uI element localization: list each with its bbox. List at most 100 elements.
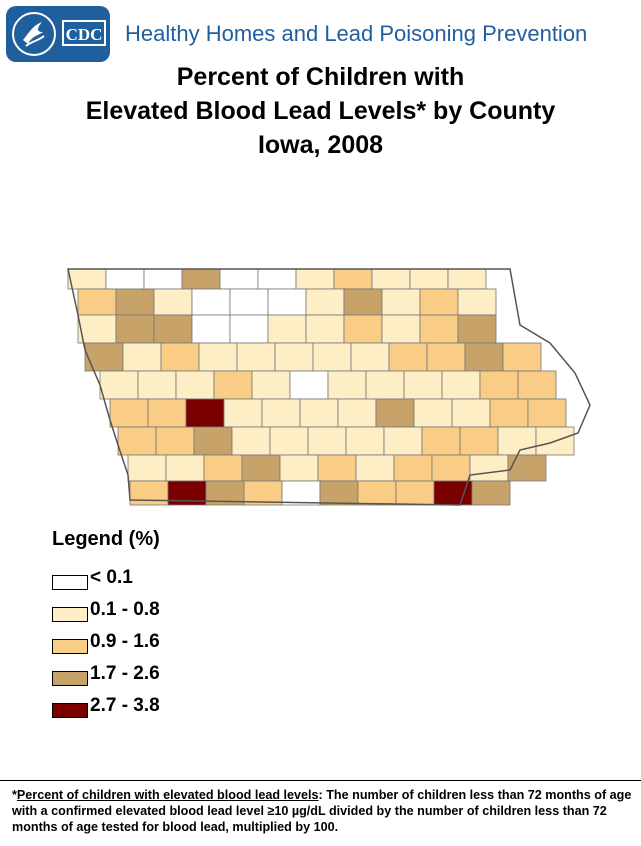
county xyxy=(105,268,145,290)
legend-swatch xyxy=(52,574,88,590)
county xyxy=(305,314,345,344)
county xyxy=(395,480,435,506)
county xyxy=(502,342,542,372)
title-line-1: Percent of Children with xyxy=(176,63,465,91)
county xyxy=(129,480,169,506)
legend-label: < 0.1 xyxy=(90,567,133,588)
cdc-wordmark: CDC xyxy=(62,20,106,46)
county xyxy=(191,314,231,344)
legend-item: 0.9 - 1.6 xyxy=(52,626,160,658)
county xyxy=(464,342,504,372)
county xyxy=(527,398,567,428)
legend-label: 1.7 - 2.6 xyxy=(90,663,160,684)
county xyxy=(84,342,124,372)
iowa-state-outline xyxy=(67,268,591,506)
county xyxy=(431,454,471,482)
county xyxy=(457,288,497,316)
county xyxy=(229,288,269,316)
legend: < 0.1 0.1 - 0.8 0.9 - 1.6 1.7 - 2.6 2.7 - 3.… xyxy=(52,562,160,722)
county xyxy=(213,370,253,400)
county xyxy=(459,426,499,456)
county xyxy=(223,398,263,428)
county xyxy=(497,426,537,456)
county xyxy=(355,454,395,482)
county xyxy=(251,370,291,400)
county xyxy=(115,314,155,344)
county xyxy=(257,268,297,290)
county xyxy=(198,342,238,372)
county xyxy=(305,288,345,316)
county xyxy=(219,268,259,290)
county xyxy=(419,314,459,344)
county xyxy=(371,268,411,290)
county xyxy=(236,342,276,372)
county xyxy=(441,370,481,400)
iowa-county-map xyxy=(67,268,591,506)
footnote-term: Percent of children with elevated blood … xyxy=(16,788,319,802)
county xyxy=(115,288,155,316)
county xyxy=(289,370,329,400)
county xyxy=(193,426,233,456)
county xyxy=(507,454,547,482)
county xyxy=(381,314,421,344)
county xyxy=(153,288,193,316)
county xyxy=(517,370,557,400)
county xyxy=(469,454,509,482)
county xyxy=(281,480,321,506)
county xyxy=(337,398,377,428)
legend-label: 2.7 - 3.8 xyxy=(90,695,160,716)
legend-swatch xyxy=(52,702,88,718)
county xyxy=(426,342,466,372)
county xyxy=(433,480,473,506)
county xyxy=(99,370,139,400)
county xyxy=(307,426,347,456)
legend-item: 2.7 - 3.8 xyxy=(52,690,160,722)
county xyxy=(229,314,269,344)
county xyxy=(312,342,352,372)
legend-swatch xyxy=(52,670,88,686)
county xyxy=(333,268,373,290)
county xyxy=(175,370,215,400)
county xyxy=(471,480,511,506)
county xyxy=(143,268,183,290)
legend-item: 0.1 - 0.8 xyxy=(52,594,160,626)
county xyxy=(388,342,428,372)
county xyxy=(413,398,453,428)
hhs-eagle-icon xyxy=(12,12,56,56)
legend-label: 0.9 - 1.6 xyxy=(90,631,160,652)
county xyxy=(343,288,383,316)
county xyxy=(147,398,187,428)
county xyxy=(319,480,359,506)
county xyxy=(241,454,281,482)
county xyxy=(261,398,301,428)
county xyxy=(457,314,497,344)
county xyxy=(77,288,117,316)
county xyxy=(295,268,335,290)
county xyxy=(489,398,529,428)
county xyxy=(409,268,449,290)
county xyxy=(393,454,433,482)
county xyxy=(155,426,195,456)
county xyxy=(419,288,459,316)
county xyxy=(181,268,221,290)
county xyxy=(381,288,421,316)
county-layer xyxy=(67,268,575,506)
county xyxy=(267,288,307,316)
county xyxy=(299,398,339,428)
footnote-divider xyxy=(0,780,641,781)
county xyxy=(109,398,149,428)
county xyxy=(365,370,405,400)
legend-item: < 0.1 xyxy=(52,562,160,594)
cdc-logo[interactable]: CDC xyxy=(6,6,110,62)
title-line-3: Iowa, 2008 xyxy=(257,131,384,159)
county xyxy=(160,342,200,372)
county xyxy=(274,342,314,372)
county xyxy=(67,268,107,290)
county xyxy=(327,370,367,400)
legend-title: Legend (%) xyxy=(52,528,160,550)
county xyxy=(345,426,385,456)
legend-item: 1.7 - 2.6 xyxy=(52,658,160,690)
county xyxy=(231,426,271,456)
legend-swatch xyxy=(52,638,88,654)
footnote-body: : The number of children less than 72 mo… xyxy=(12,788,632,834)
